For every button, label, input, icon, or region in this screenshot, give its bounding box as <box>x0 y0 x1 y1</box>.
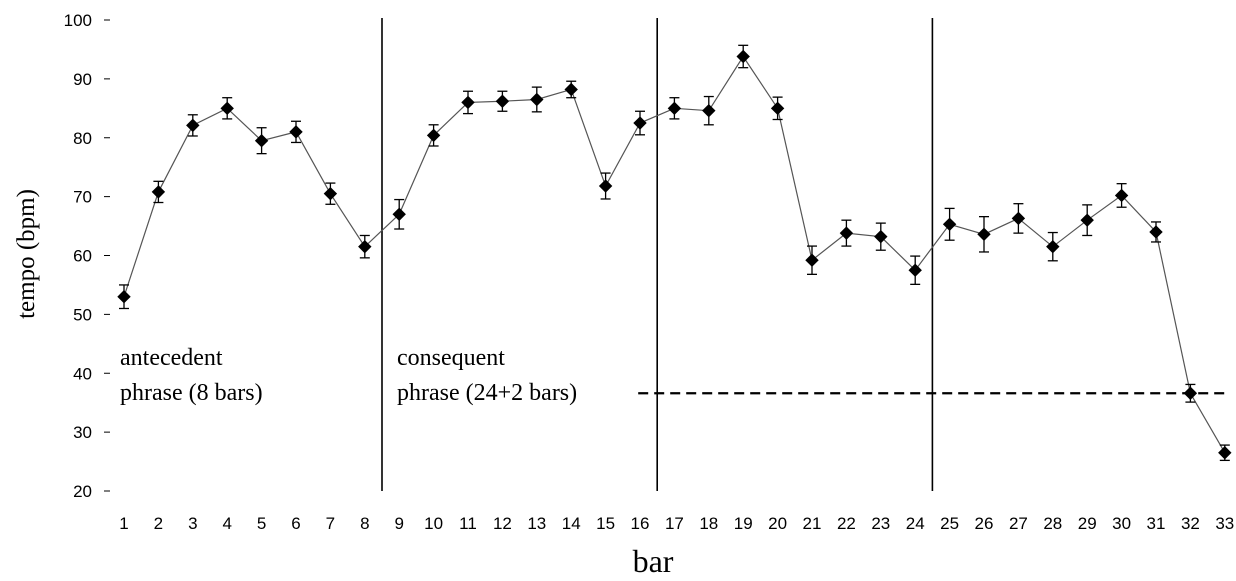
x-tick-label: 22 <box>837 514 856 533</box>
y-tick-label: 50 <box>73 305 92 324</box>
y-tick-label: 20 <box>73 482 92 501</box>
x-tick-label: 18 <box>699 514 718 533</box>
data-point-bar-32 <box>1183 386 1198 400</box>
x-tick-label: 15 <box>596 514 615 533</box>
data-point-bar-3 <box>186 118 200 133</box>
x-tick-label: 6 <box>291 514 300 533</box>
x-tick-label: 2 <box>154 514 163 533</box>
y-axis: 20 30 40 50 60 70 80 90 100 <box>64 11 110 501</box>
data-point-bar-26 <box>977 227 991 242</box>
x-tick-label: 9 <box>394 514 403 533</box>
y-tick-label: 90 <box>73 70 92 89</box>
x-tick-label: 30 <box>1112 514 1131 533</box>
x-axis: 1 2 3 4 5 6 7 8 9 10 11 12 13 14 15 16 17 18 19 20 21 22 23 24 2… <box>119 514 1234 533</box>
antecedent-label-line-1: antecedent <box>120 345 223 371</box>
x-tick-label: 26 <box>975 514 994 533</box>
x-tick-label: 11 <box>459 514 477 533</box>
data-point-bar-30 <box>1114 188 1129 203</box>
y-tick-label: 30 <box>73 423 92 442</box>
x-tick-label: 21 <box>803 514 822 533</box>
data-point-bar-22 <box>839 226 854 240</box>
data-point-bar-13 <box>530 92 544 107</box>
data-point-bar-28 <box>1046 239 1060 254</box>
x-tick-label: 16 <box>631 514 650 533</box>
data-point-bar-15 <box>598 179 613 193</box>
data-point-bar-6 <box>289 125 303 139</box>
x-tick-label: 10 <box>424 514 443 533</box>
y-axis-title: tempo (bpm) <box>13 189 40 319</box>
y-tick-label: 100 <box>64 11 92 30</box>
x-tick-label: 17 <box>665 514 684 533</box>
x-tick-label: 29 <box>1078 514 1097 533</box>
data-point-bar-1 <box>117 290 131 304</box>
tempo-series <box>117 44 1232 462</box>
data-point-bar-9 <box>392 207 406 221</box>
data-point-bar-24 <box>908 263 922 277</box>
x-tick-label: 3 <box>188 514 197 533</box>
x-tick-label: 23 <box>871 514 890 533</box>
y-tick-label: 80 <box>73 129 92 148</box>
data-point-bar-23 <box>874 229 888 244</box>
data-point-bar-4 <box>220 101 234 116</box>
x-tick-label: 33 <box>1215 514 1234 533</box>
x-tick-label: 8 <box>360 514 369 533</box>
data-point-bar-2 <box>151 185 166 199</box>
y-tick-label: 70 <box>73 188 92 207</box>
data-point-bar-17 <box>667 101 682 116</box>
y-tick-label: 40 <box>73 364 92 383</box>
data-point-bar-20 <box>770 101 785 116</box>
x-axis-title: bar <box>633 543 674 579</box>
consequent-label-line-2: phrase (24+2 bars) <box>397 380 577 406</box>
data-point-bar-14 <box>564 82 578 97</box>
x-tick-label: 24 <box>906 514 925 533</box>
data-point-bar-19 <box>736 49 750 64</box>
x-tick-label: 19 <box>734 514 753 533</box>
data-point-bar-18 <box>702 103 716 118</box>
x-tick-label: 27 <box>1009 514 1028 533</box>
data-point-bar-7 <box>323 186 338 201</box>
x-tick-label: 14 <box>562 514 581 533</box>
x-tick-label: 32 <box>1181 514 1200 533</box>
data-point-bar-8 <box>358 239 372 254</box>
data-point-bar-21 <box>805 253 819 267</box>
data-point-bar-5 <box>254 133 269 148</box>
data-point-bar-12 <box>495 94 510 108</box>
x-tick-label: 1 <box>119 514 128 533</box>
antecedent-label-line-2: phrase (8 bars) <box>120 380 263 406</box>
data-point-bar-11 <box>461 95 475 110</box>
x-tick-label: 25 <box>940 514 959 533</box>
x-tick-label: 20 <box>768 514 787 533</box>
data-point-bar-29 <box>1080 213 1094 227</box>
x-tick-label: 7 <box>326 514 335 533</box>
data-point-bar-31 <box>1149 225 1163 239</box>
phase-dividers <box>381 18 934 491</box>
x-tick-label: 4 <box>222 514 231 533</box>
data-point-bar-27 <box>1011 211 1026 226</box>
data-point-bar-10 <box>426 128 441 143</box>
data-point-bar-16 <box>633 116 647 130</box>
data-point-bar-33 <box>1218 446 1232 460</box>
x-tick-label: 12 <box>493 514 512 533</box>
x-tick-label: 13 <box>527 514 546 533</box>
x-tick-label: 5 <box>257 514 266 533</box>
x-tick-label: 28 <box>1043 514 1062 533</box>
x-tick-label: 31 <box>1147 514 1166 533</box>
data-point-bar-25 <box>942 217 957 232</box>
consequent-label-line-1: consequent <box>397 345 505 371</box>
y-tick-label: 60 <box>73 247 92 266</box>
